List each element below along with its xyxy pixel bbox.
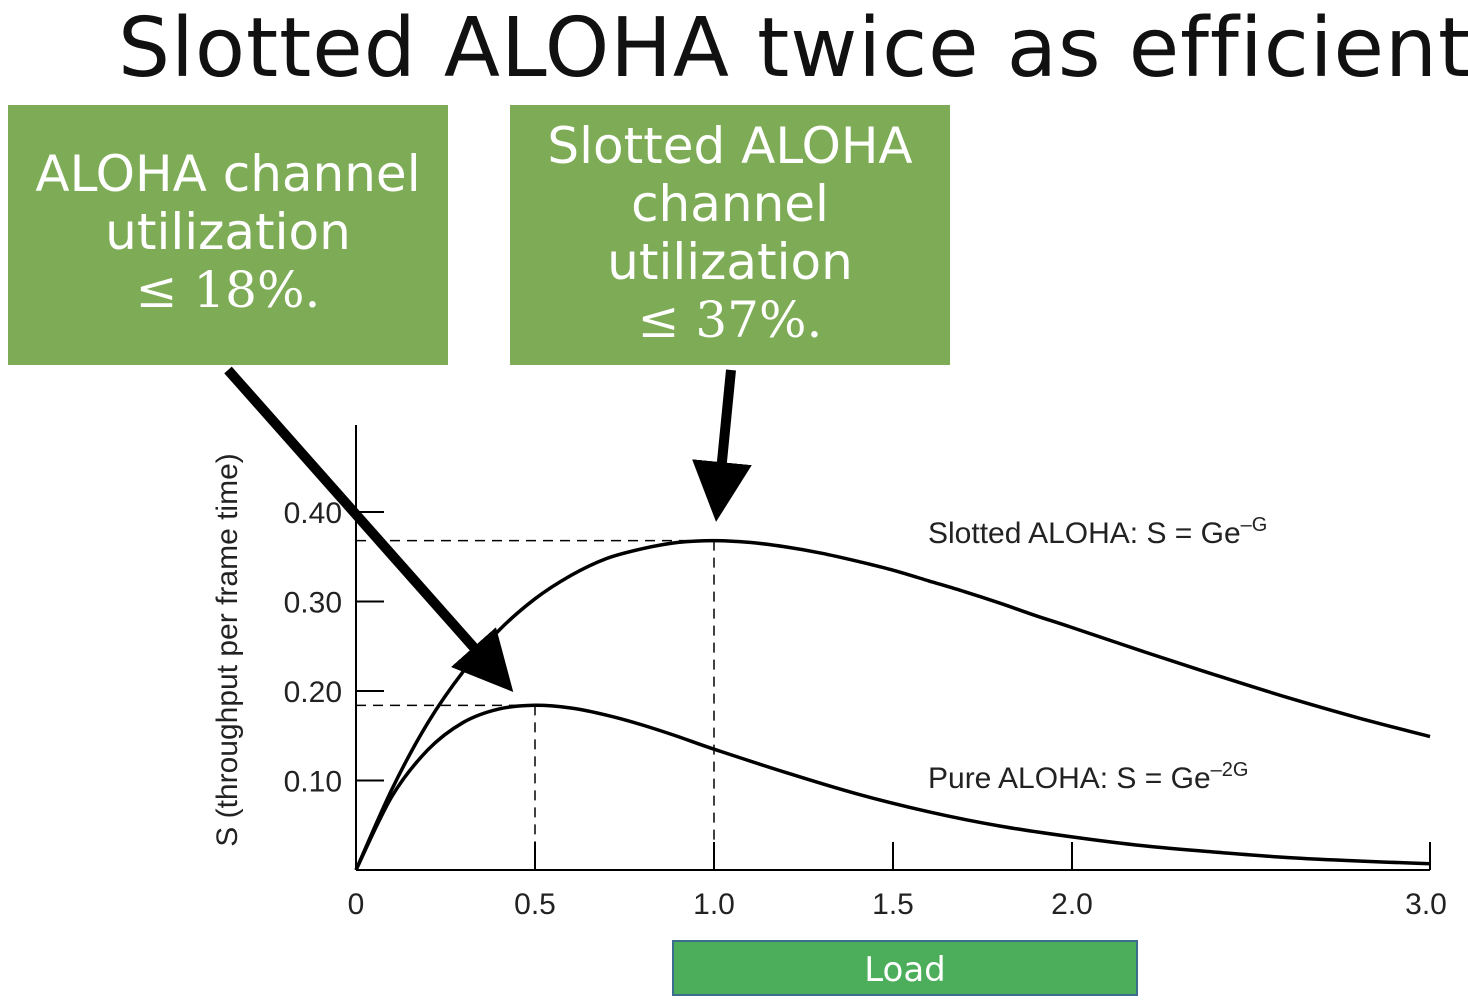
y-axis-label: S (throughput per frame time) [211,453,244,847]
slotted-aloha-label: Slotted ALOHA: S = Ge–G [928,514,1267,550]
pure-aloha-label: Pure ALOHA: S = Ge–2G [928,759,1248,795]
pure-aloha-curve [354,703,1431,871]
slotted-callout-line1: Slotted ALOHA [547,117,913,175]
peak-guides [356,539,715,870]
slotted-callout-line3: utilization [607,233,853,291]
x-tick-label: 2.0 [1051,888,1093,921]
slotted-aloha-callout: Slotted ALOHA channel utilization ≤ 37%. [510,105,950,365]
pure-label-text: Pure ALOHA: S = Ge [928,762,1211,795]
x-tick-label: 3.0 [1405,888,1447,921]
pure-callout-line1: ALOHA channel [35,145,421,203]
y-tick-label: 0.20 [284,676,342,709]
y-tick-label: 0.30 [284,587,342,620]
arrow-to-slotted-peak [692,369,752,522]
pure-label-sup: –2G [1211,759,1249,781]
pure-aloha-callout: ALOHA channel utilization ≤ 18%. [8,105,448,365]
arrow-to-pure-peak [224,366,514,692]
y-tick-label: 0.10 [284,766,342,799]
pure-callout-line2: utilization [105,203,351,261]
x-ticks: 0 0.5 1.0 1.5 2.0 3.0 [348,842,1447,921]
x-tick-label: 0.5 [514,888,556,921]
y-ticks: 0.10 0.20 0.30 0.40 [284,497,384,799]
slotted-label-sup: –G [1241,514,1268,536]
load-label-box: Load [672,940,1138,996]
slide-title: Slotted ALOHA twice as efficient [118,1,1468,96]
x-tick-label: 1.5 [872,888,914,921]
slotted-callout-math: ≤ 37%. [637,291,823,349]
y-tick-label: 0.40 [284,497,342,530]
slotted-callout-line2: channel [631,175,829,233]
x-tick-label: 0 [348,888,365,921]
slotted-label-text: Slotted ALOHA: S = Ge [928,517,1241,550]
x-tick-label: 1.0 [693,888,735,921]
pure-callout-math: ≤ 18%. [135,261,321,319]
